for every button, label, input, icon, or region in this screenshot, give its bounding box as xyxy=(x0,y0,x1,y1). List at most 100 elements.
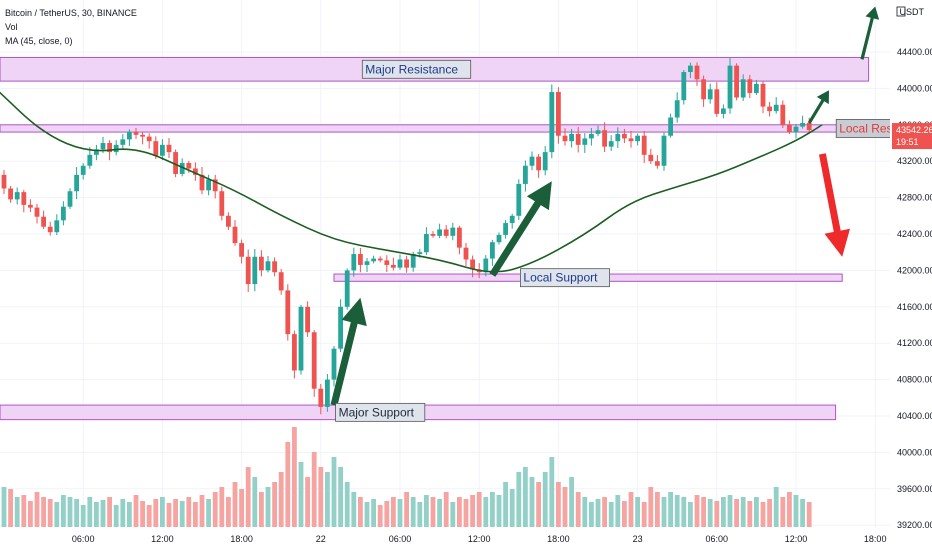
volume-bar xyxy=(681,497,687,527)
volume-bar xyxy=(391,497,396,527)
volume-bar xyxy=(28,501,33,527)
time-tick-label: 18:00 xyxy=(864,534,887,544)
volume-bar xyxy=(67,497,73,527)
time-axis[interactable]: 06:00 12:00 18:00 22 06:00 12:00 18:00 23 06:00 1… xyxy=(0,528,890,550)
candle-body xyxy=(490,242,495,259)
volume-bar xyxy=(694,495,700,527)
last-price-tag xyxy=(892,123,932,150)
candle-body xyxy=(767,106,772,112)
arrow-up-green[interactable] xyxy=(860,6,880,60)
volume-bar xyxy=(245,467,251,527)
price-tick-label: 39200.00 xyxy=(897,520,932,530)
candle-body xyxy=(80,165,86,175)
volume-bar xyxy=(655,492,660,527)
candle-body xyxy=(28,204,33,208)
candle-body xyxy=(424,234,429,253)
candle-body xyxy=(245,256,251,285)
volume-bar xyxy=(8,489,13,527)
candle-body xyxy=(529,156,535,166)
candle-body xyxy=(67,191,73,207)
ma-line xyxy=(0,91,823,273)
arrow-up-green[interactable] xyxy=(807,90,829,124)
candle-body xyxy=(622,133,627,139)
candle-body xyxy=(747,79,753,93)
volume-bar xyxy=(140,501,145,527)
candle-body xyxy=(450,227,456,236)
price-tick-label: 40800.00 xyxy=(897,375,932,385)
volume-bar xyxy=(193,502,198,527)
candle-body xyxy=(318,388,324,407)
volume-bar xyxy=(476,492,482,527)
arrows-layer[interactable] xyxy=(330,6,880,406)
volume-bar xyxy=(166,503,172,527)
price-axis[interactable]: USDT44400.0044000.0043600.0043200.004280… xyxy=(890,0,932,550)
candle-body xyxy=(364,261,370,265)
zone-label-text: Major Support xyxy=(339,405,415,419)
candle-body xyxy=(437,229,442,236)
volume-bar xyxy=(542,472,548,527)
candle-body xyxy=(226,215,231,227)
volume-bar xyxy=(569,477,574,527)
candle-body xyxy=(186,163,192,169)
candle-body xyxy=(41,216,46,227)
volume-bar xyxy=(74,499,79,527)
volume-bar xyxy=(153,499,159,527)
volume-bar xyxy=(252,477,258,527)
volume-bar xyxy=(232,482,238,527)
volume-bar xyxy=(272,482,277,527)
price-tick-label: 41600.00 xyxy=(897,302,932,312)
volume-bar xyxy=(589,502,594,527)
candle-body xyxy=(648,154,654,162)
candle-body xyxy=(806,122,812,131)
candle-body xyxy=(219,191,225,216)
candle-body xyxy=(331,348,337,380)
volume-bar xyxy=(800,499,805,527)
candle-body xyxy=(311,332,317,389)
volume-bar xyxy=(47,499,53,527)
volume-bar xyxy=(107,497,112,527)
volume-bar xyxy=(54,502,60,527)
candle-body xyxy=(133,132,139,135)
candle-body xyxy=(542,152,548,171)
candle-body xyxy=(800,122,805,127)
volume-bar xyxy=(186,497,192,527)
price-axis-currency: USDT xyxy=(900,7,925,17)
volume-bar xyxy=(582,497,588,527)
volume-bar xyxy=(523,467,528,527)
candle-body xyxy=(668,117,673,136)
candle-body xyxy=(1,174,7,189)
volume-bar xyxy=(292,427,297,527)
legend-ma[interactable]: MA (45, close, 0) xyxy=(5,36,73,46)
candle-body xyxy=(443,229,449,236)
arrow-up-green[interactable] xyxy=(330,297,367,406)
zone-box[interactable] xyxy=(0,124,891,133)
time-tick-label: 18:00 xyxy=(230,534,253,544)
volume-bar xyxy=(278,472,284,527)
volume-bar xyxy=(179,501,185,527)
candle-body xyxy=(523,165,528,184)
volume-bar xyxy=(100,500,106,527)
arrow-up-green[interactable] xyxy=(489,181,552,277)
legend-symbol[interactable]: Bitcoin / TetherUS, 30, BINANCE xyxy=(5,8,137,18)
candle-body xyxy=(628,138,634,142)
candle-body xyxy=(173,152,178,174)
volume-bar xyxy=(404,492,409,527)
lock-icon[interactable] xyxy=(896,6,906,17)
volume-bar xyxy=(377,505,383,527)
volume-bar xyxy=(595,499,601,527)
legend-volume[interactable]: Vol xyxy=(5,22,18,32)
volume-bar xyxy=(727,495,733,527)
candle-body xyxy=(179,163,185,174)
zone-label-box xyxy=(520,268,611,288)
zone-label-box xyxy=(335,402,426,422)
candle-body xyxy=(160,144,165,156)
arrow-down-red[interactable] xyxy=(819,153,850,257)
price-tick-label: 39600.00 xyxy=(897,484,932,494)
volume-bar xyxy=(305,477,310,527)
volume-bar xyxy=(61,495,66,527)
candle-body xyxy=(232,226,238,244)
volume-bar xyxy=(206,499,211,527)
zones-layer[interactable] xyxy=(0,56,891,421)
candle-body xyxy=(21,192,27,205)
